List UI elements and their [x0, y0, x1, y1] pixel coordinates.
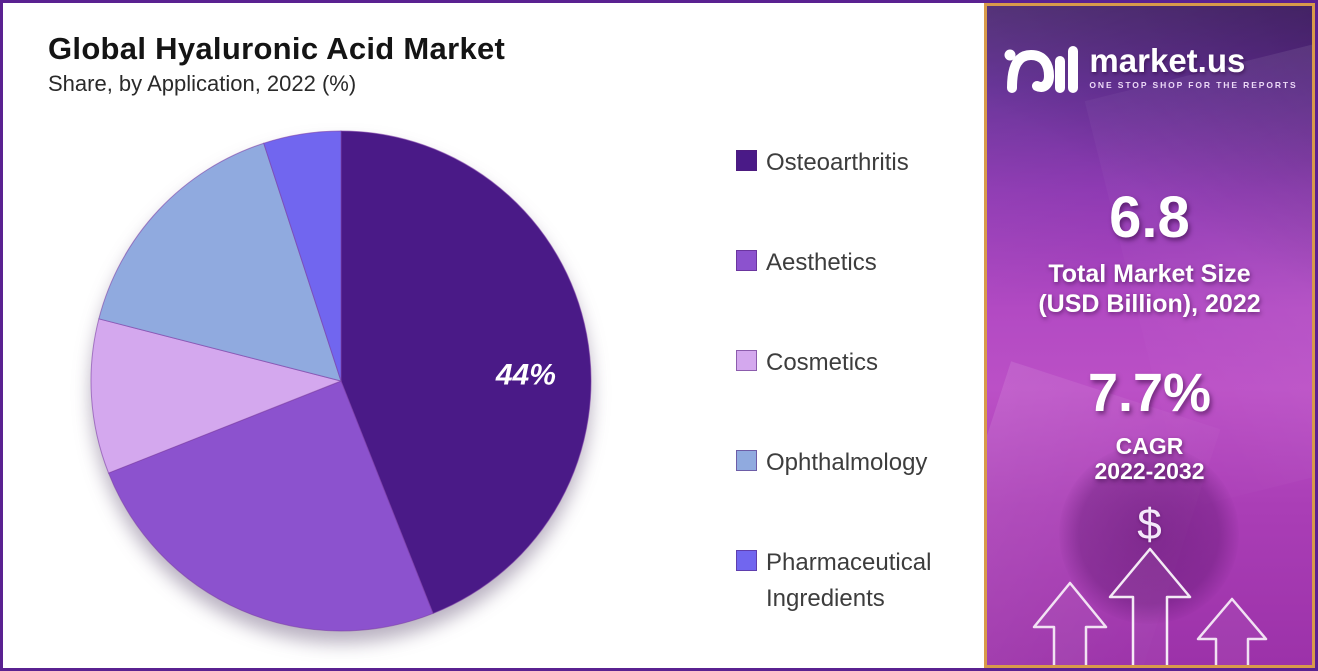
brand-text: market.us ONE STOP SHOP FOR THE REPORTS	[1089, 44, 1297, 90]
legend-label: Aesthetics	[766, 249, 877, 276]
pie-slice	[340, 130, 592, 615]
legend-label: Osteoarthritis	[766, 149, 909, 176]
pie-slice	[107, 380, 434, 632]
brand-tagline: ONE STOP SHOP FOR THE REPORTS	[1089, 80, 1298, 90]
dollar-icon: $	[1137, 500, 1162, 549]
brand-name: market.us	[1089, 42, 1246, 79]
growth-arrows-icon	[1032, 547, 1267, 665]
cagr-value: 7.7%	[1087, 363, 1212, 423]
pie-chart: 44%	[86, 123, 598, 639]
pie-slice	[98, 142, 342, 382]
legend-label: Pharmaceutical Ingredients	[766, 549, 932, 612]
chart-title: Global Hyaluronic Acid Market	[48, 31, 506, 66]
legend-swatch-pharmaceutical-ingredients	[736, 550, 757, 571]
legend-swatch-ophthalmology	[736, 450, 757, 471]
market-size-label-line1: Total Market Size	[1048, 260, 1251, 288]
legend-swatch-cosmetics	[736, 350, 757, 371]
marketus-logo-icon	[1004, 46, 1079, 93]
up-arrow-icon	[1108, 547, 1191, 665]
legend-swatch-osteoarthritis	[736, 150, 757, 171]
pie-slice	[90, 318, 343, 474]
chart-legend: Osteoarthritis Aesthetics Cosmetics Opht…	[736, 145, 976, 617]
legend-label: Cosmetics	[766, 349, 879, 376]
cagr-period: 2022-2032	[1094, 458, 1205, 484]
legend-item-osteoarthritis: Osteoarthritis	[736, 145, 976, 181]
marketus-logo: market.us ONE STOP SHOP FOR THE REPORTS	[987, 40, 1312, 94]
legend-item-cosmetics: Cosmetics	[736, 345, 976, 381]
chart-subtitle: Share, by Application, 2022 (%)	[48, 71, 357, 96]
pie-slice-data-label: 44%	[495, 359, 556, 392]
market-size-label-line2: (USD Billion), 2022	[1038, 290, 1261, 318]
chart-header: Global Hyaluronic Acid Market Share, by …	[48, 31, 505, 97]
market-size-value: 6.8	[1109, 185, 1190, 250]
up-arrow-icon	[1196, 597, 1267, 665]
pie-chart-svg: 44%	[90, 130, 592, 632]
legend-item-ophthalmology: Ophthalmology	[736, 445, 976, 481]
cagr-label: CAGR	[1115, 433, 1184, 459]
legend-label: Ophthalmology	[766, 449, 928, 476]
pie-slice	[263, 130, 342, 382]
up-arrow-icon	[1032, 581, 1107, 665]
legend-swatch-aesthetics	[736, 250, 757, 271]
legend-item-pharmaceutical-ingredients: Pharmaceutical Ingredients	[736, 545, 976, 617]
brand-stats-panel: market.us ONE STOP SHOP FOR THE REPORTS …	[984, 3, 1315, 668]
legend-item-aesthetics: Aesthetics	[736, 245, 976, 281]
